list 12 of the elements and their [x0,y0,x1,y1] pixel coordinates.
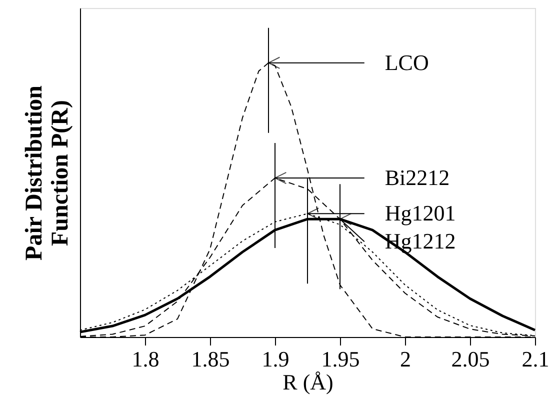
x-tick-label: 1.85 [191,346,230,372]
annotation: LCO [384,50,429,75]
annotation: Hg1201 [384,200,456,226]
x-tick-label: 1.8 [132,346,160,372]
x-axis-title: R (Å) [282,370,334,394]
x-tick-label: 1.95 [321,346,360,372]
x-tick-label: 2.05 [451,346,490,372]
x-tick-label: 1.9 [262,346,290,372]
y-axis-title: Pair Distribution Function P(R) [22,86,74,260]
x-tick-label: 2 [400,346,411,372]
x-tick-label: 2.1 [522,346,550,372]
annotation: Bi2212 [384,164,450,190]
